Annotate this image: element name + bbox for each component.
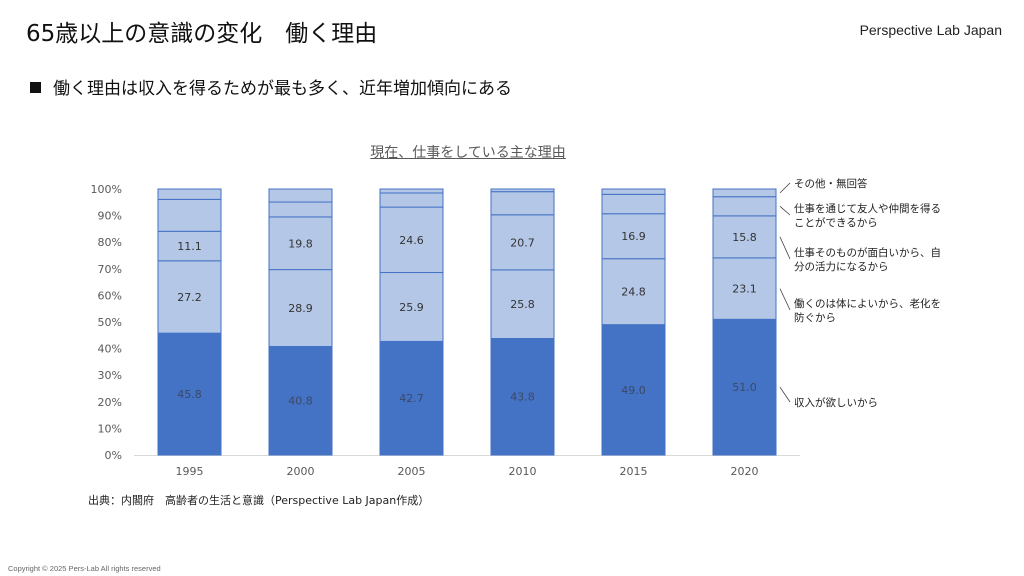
bar-segment [268,201,333,218]
data-label: 51.0 [732,381,757,394]
x-tick-label: 1995 [176,465,204,478]
bar-segment [601,188,666,195]
bar-segment [490,214,555,271]
legend-label: 仕事そのものが面白いから、自 [794,246,941,259]
data-label: 45.8 [177,388,202,401]
bar-segment [601,213,666,260]
legend-leader-line [779,288,791,311]
data-label: 24.6 [399,234,424,247]
copyright-note: Copyright © 2025 Pers-Lab All rights res… [8,564,161,573]
legend-label: ことができるから [794,216,878,229]
data-label: 27.2 [177,291,202,304]
y-tick-label: 20% [98,396,122,409]
bar-segment [379,272,444,342]
data-label: 28.9 [288,302,313,315]
bar-segment [490,188,555,193]
legend-label: 仕事を通じて友人や仲間を得る [794,202,941,215]
bar-segment [712,196,777,217]
page-title: 65歳以上の意識の変化 働く理由 [26,21,378,47]
x-tick-label: 2005 [398,465,426,478]
bar-segment [379,192,444,208]
chart-title: 現在、仕事をしている主な理由 [370,145,566,161]
data-label: 15.8 [732,231,757,244]
legend-label: 働くのは体によいから、老化を [794,297,941,310]
legend-leader-line [779,205,791,216]
bar-segment [379,188,444,194]
y-tick-label: 70% [98,263,122,276]
data-label: 43.8 [510,391,535,404]
y-tick-label: 80% [98,236,122,249]
data-label: 24.8 [621,286,646,299]
bar-segment [157,198,222,232]
x-tick-label: 2020 [731,465,759,478]
y-tick-label: 30% [98,369,122,382]
y-tick-label: 0% [105,449,122,462]
data-label: 11.1 [177,240,202,253]
bar-segment [157,332,222,456]
x-tick-label: 2010 [509,465,537,478]
bar-segment [601,193,666,215]
legend-label: その他・無回答 [794,177,868,190]
bar-segment [379,340,444,456]
legend-leader-line [779,182,791,194]
key-message-text: 働く理由は収入を得るためが最も多く、近年増加傾向にある [53,79,512,99]
data-label: 40.8 [288,395,313,408]
data-label: 20.7 [510,236,535,249]
bar-segment [157,188,222,200]
bar-segment [712,215,777,259]
x-tick-label: 2015 [620,465,648,478]
data-label: 25.9 [399,301,424,314]
data-label: 23.1 [732,283,757,296]
bullet-square-icon [30,82,41,93]
bar-segment [490,269,555,339]
y-tick-label: 60% [98,289,122,302]
data-label: 42.7 [399,392,424,405]
brand-name: Perspective Lab Japan [859,22,1002,38]
y-tick-label: 100% [91,183,122,196]
y-tick-label: 10% [98,422,122,435]
y-tick-label: 90% [98,210,122,223]
data-label: 25.8 [510,298,535,311]
bar-segment [712,257,777,320]
data-label: 16.9 [621,230,646,243]
bar-segment [712,188,777,198]
bar-segment [601,258,666,326]
bar-segment [490,191,555,216]
source-note: 出典：内閣府 高齢者の生活と意識（Perspective Lab Japan作成… [88,494,430,507]
data-label: 19.8 [288,237,313,250]
bar-segment [712,318,777,456]
legend-leader-line [779,236,791,260]
data-label: 49.0 [621,384,646,397]
x-tick-label: 2000 [287,465,315,478]
bar-segment [490,337,555,456]
y-tick-label: 50% [98,316,122,329]
key-message: 働く理由は収入を得るためが最も多く、近年増加傾向にある [30,74,512,99]
legend-label: 分の活力になるから [794,260,889,273]
bar-segment [268,216,333,271]
bar-segment [268,188,333,203]
legend-label: 収入が欲しいから [794,396,878,409]
bar-segment [601,324,666,456]
bar-segment [379,206,444,274]
legend-leader-line [779,386,791,403]
legend-label: 防ぐから [794,311,836,324]
y-tick-label: 40% [98,343,122,356]
